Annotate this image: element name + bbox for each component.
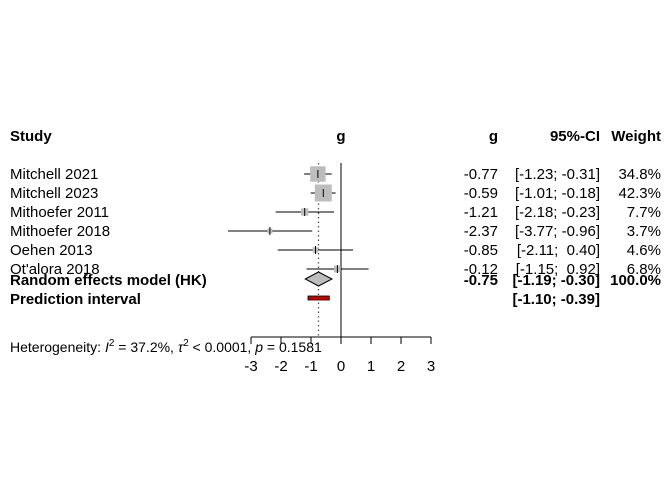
heterogeneity-text: Heterogeneity: I2 = 37.2%, τ2 < 0.0001, … [10, 338, 322, 355]
pooled-label: Random effects model (HK) [10, 272, 207, 289]
study-weight-value: 7.7% [627, 204, 661, 221]
study-weight-value: 3.7% [627, 223, 661, 240]
study-ci-value: [-2.11; 0.40] [517, 242, 600, 259]
x-tick-label: 0 [337, 358, 345, 375]
prediction-interval-bar [307, 295, 330, 301]
study-ci-value: [-3.77; -0.96] [515, 223, 600, 240]
prediction-label: Prediction interval [10, 291, 141, 308]
study-weight-value: 34.8% [618, 166, 661, 183]
x-tick-label: -1 [304, 358, 317, 375]
study-ci-value: [-1.01; -0.18] [515, 185, 600, 202]
tau-value: < 0.0001, [189, 339, 256, 355]
pooled-diamond [304, 271, 334, 287]
study-g-value: -0.85 [464, 242, 498, 259]
tau-symbol: τ [178, 339, 184, 355]
pooled-ci: [-1.19; -0.30] [512, 272, 600, 289]
study-name: Mitchell 2023 [10, 185, 98, 202]
pooled-weight: 100.0% [610, 272, 661, 289]
study-g-value: -2.37 [464, 223, 498, 240]
study-weight-value: 6.8% [627, 261, 661, 278]
x-tick-label: 3 [427, 358, 435, 375]
header-weight: Weight [611, 128, 661, 145]
i2-symbol: I [105, 339, 109, 355]
pooled-g: -0.75 [464, 272, 498, 289]
x-tick-label: 2 [397, 358, 405, 375]
study-weight-value: 4.6% [627, 242, 661, 259]
p-value: = 0.1581 [263, 339, 322, 355]
i2-value: = 37.2%, [114, 339, 177, 355]
study-ci-value: [-1.23; -0.31] [515, 166, 600, 183]
x-tick-label: 1 [367, 358, 375, 375]
study-ci-value: [-1.15; 0.92] [516, 261, 600, 278]
header-ci: 95%-CI [550, 128, 600, 145]
study-g-value: -0.12 [464, 261, 498, 278]
prediction-ci: [-1.10; -0.39] [512, 291, 600, 308]
study-name: Ot'alora 2018 [10, 261, 100, 278]
study-g-value: -0.59 [464, 185, 498, 202]
study-name: Mithoefer 2018 [10, 223, 110, 240]
study-name: Mitchell 2021 [10, 166, 98, 183]
header-effect: g [489, 128, 498, 145]
header-effect-axis: g [336, 128, 345, 145]
x-tick-label: -3 [244, 358, 257, 375]
tau-superscript: 2 [183, 338, 189, 349]
p-symbol: p [254, 339, 263, 355]
study-g-value: -1.21 [464, 204, 498, 221]
study-ci-value: [-2.18; -0.23] [515, 204, 600, 221]
i2-superscript: 2 [109, 338, 115, 349]
study-weight-value: 42.3% [618, 185, 661, 202]
x-axis: -3 -2 -1 0 1 2 3 [244, 336, 435, 375]
x-tick-label: -2 [274, 358, 287, 375]
study-g-value: -0.77 [464, 166, 498, 183]
header-study: Study [10, 128, 52, 145]
study-name: Oehen 2013 [10, 242, 93, 259]
heterogeneity-prefix: Heterogeneity: [10, 339, 105, 355]
study-name: Mithoefer 2011 [10, 204, 109, 221]
